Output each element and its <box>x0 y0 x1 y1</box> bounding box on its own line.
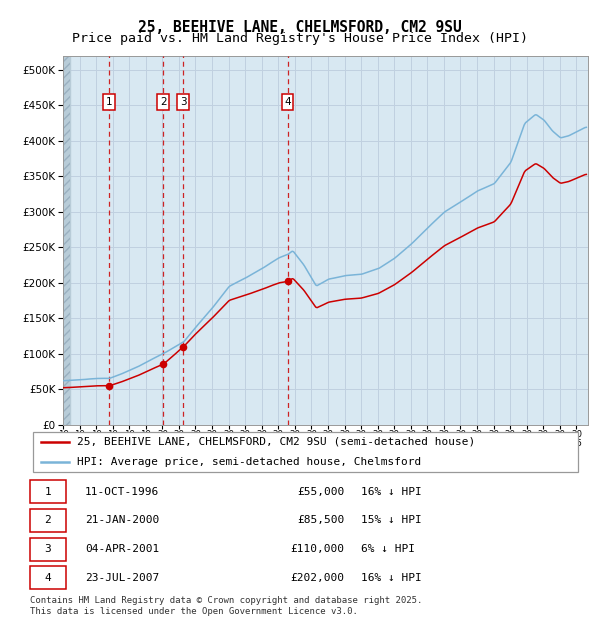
Bar <box>63 56 70 425</box>
FancyBboxPatch shape <box>30 566 66 589</box>
Text: HPI: Average price, semi-detached house, Chelmsford: HPI: Average price, semi-detached house,… <box>77 457 421 467</box>
Text: Price paid vs. HM Land Registry's House Price Index (HPI): Price paid vs. HM Land Registry's House … <box>72 32 528 45</box>
Text: £55,000: £55,000 <box>298 487 344 497</box>
Text: 4: 4 <box>284 97 291 107</box>
FancyBboxPatch shape <box>30 538 66 560</box>
Text: Contains HM Land Registry data © Crown copyright and database right 2025.
This d: Contains HM Land Registry data © Crown c… <box>30 596 422 616</box>
Text: 6% ↓ HPI: 6% ↓ HPI <box>361 544 415 554</box>
Text: 21-JAN-2000: 21-JAN-2000 <box>85 515 160 525</box>
Text: 16% ↓ HPI: 16% ↓ HPI <box>361 573 422 583</box>
Text: 11-OCT-1996: 11-OCT-1996 <box>85 487 160 497</box>
Text: 16% ↓ HPI: 16% ↓ HPI <box>361 487 422 497</box>
Text: 2: 2 <box>160 97 167 107</box>
Text: 15% ↓ HPI: 15% ↓ HPI <box>361 515 422 525</box>
Text: 25, BEEHIVE LANE, CHELMSFORD, CM2 9SU (semi-detached house): 25, BEEHIVE LANE, CHELMSFORD, CM2 9SU (s… <box>77 436 475 447</box>
Text: £110,000: £110,000 <box>290 544 344 554</box>
Text: £85,500: £85,500 <box>298 515 344 525</box>
Text: 23-JUL-2007: 23-JUL-2007 <box>85 573 160 583</box>
FancyBboxPatch shape <box>33 432 578 472</box>
Text: 04-APR-2001: 04-APR-2001 <box>85 544 160 554</box>
Text: 3: 3 <box>180 97 187 107</box>
Text: 1: 1 <box>44 487 52 497</box>
Text: 25, BEEHIVE LANE, CHELMSFORD, CM2 9SU: 25, BEEHIVE LANE, CHELMSFORD, CM2 9SU <box>138 20 462 35</box>
Text: 1: 1 <box>106 97 112 107</box>
Bar <box>63 56 70 425</box>
Text: 4: 4 <box>44 573 52 583</box>
FancyBboxPatch shape <box>30 509 66 532</box>
Text: 3: 3 <box>44 544 52 554</box>
Text: £202,000: £202,000 <box>290 573 344 583</box>
Text: 2: 2 <box>44 515 52 525</box>
FancyBboxPatch shape <box>30 480 66 503</box>
